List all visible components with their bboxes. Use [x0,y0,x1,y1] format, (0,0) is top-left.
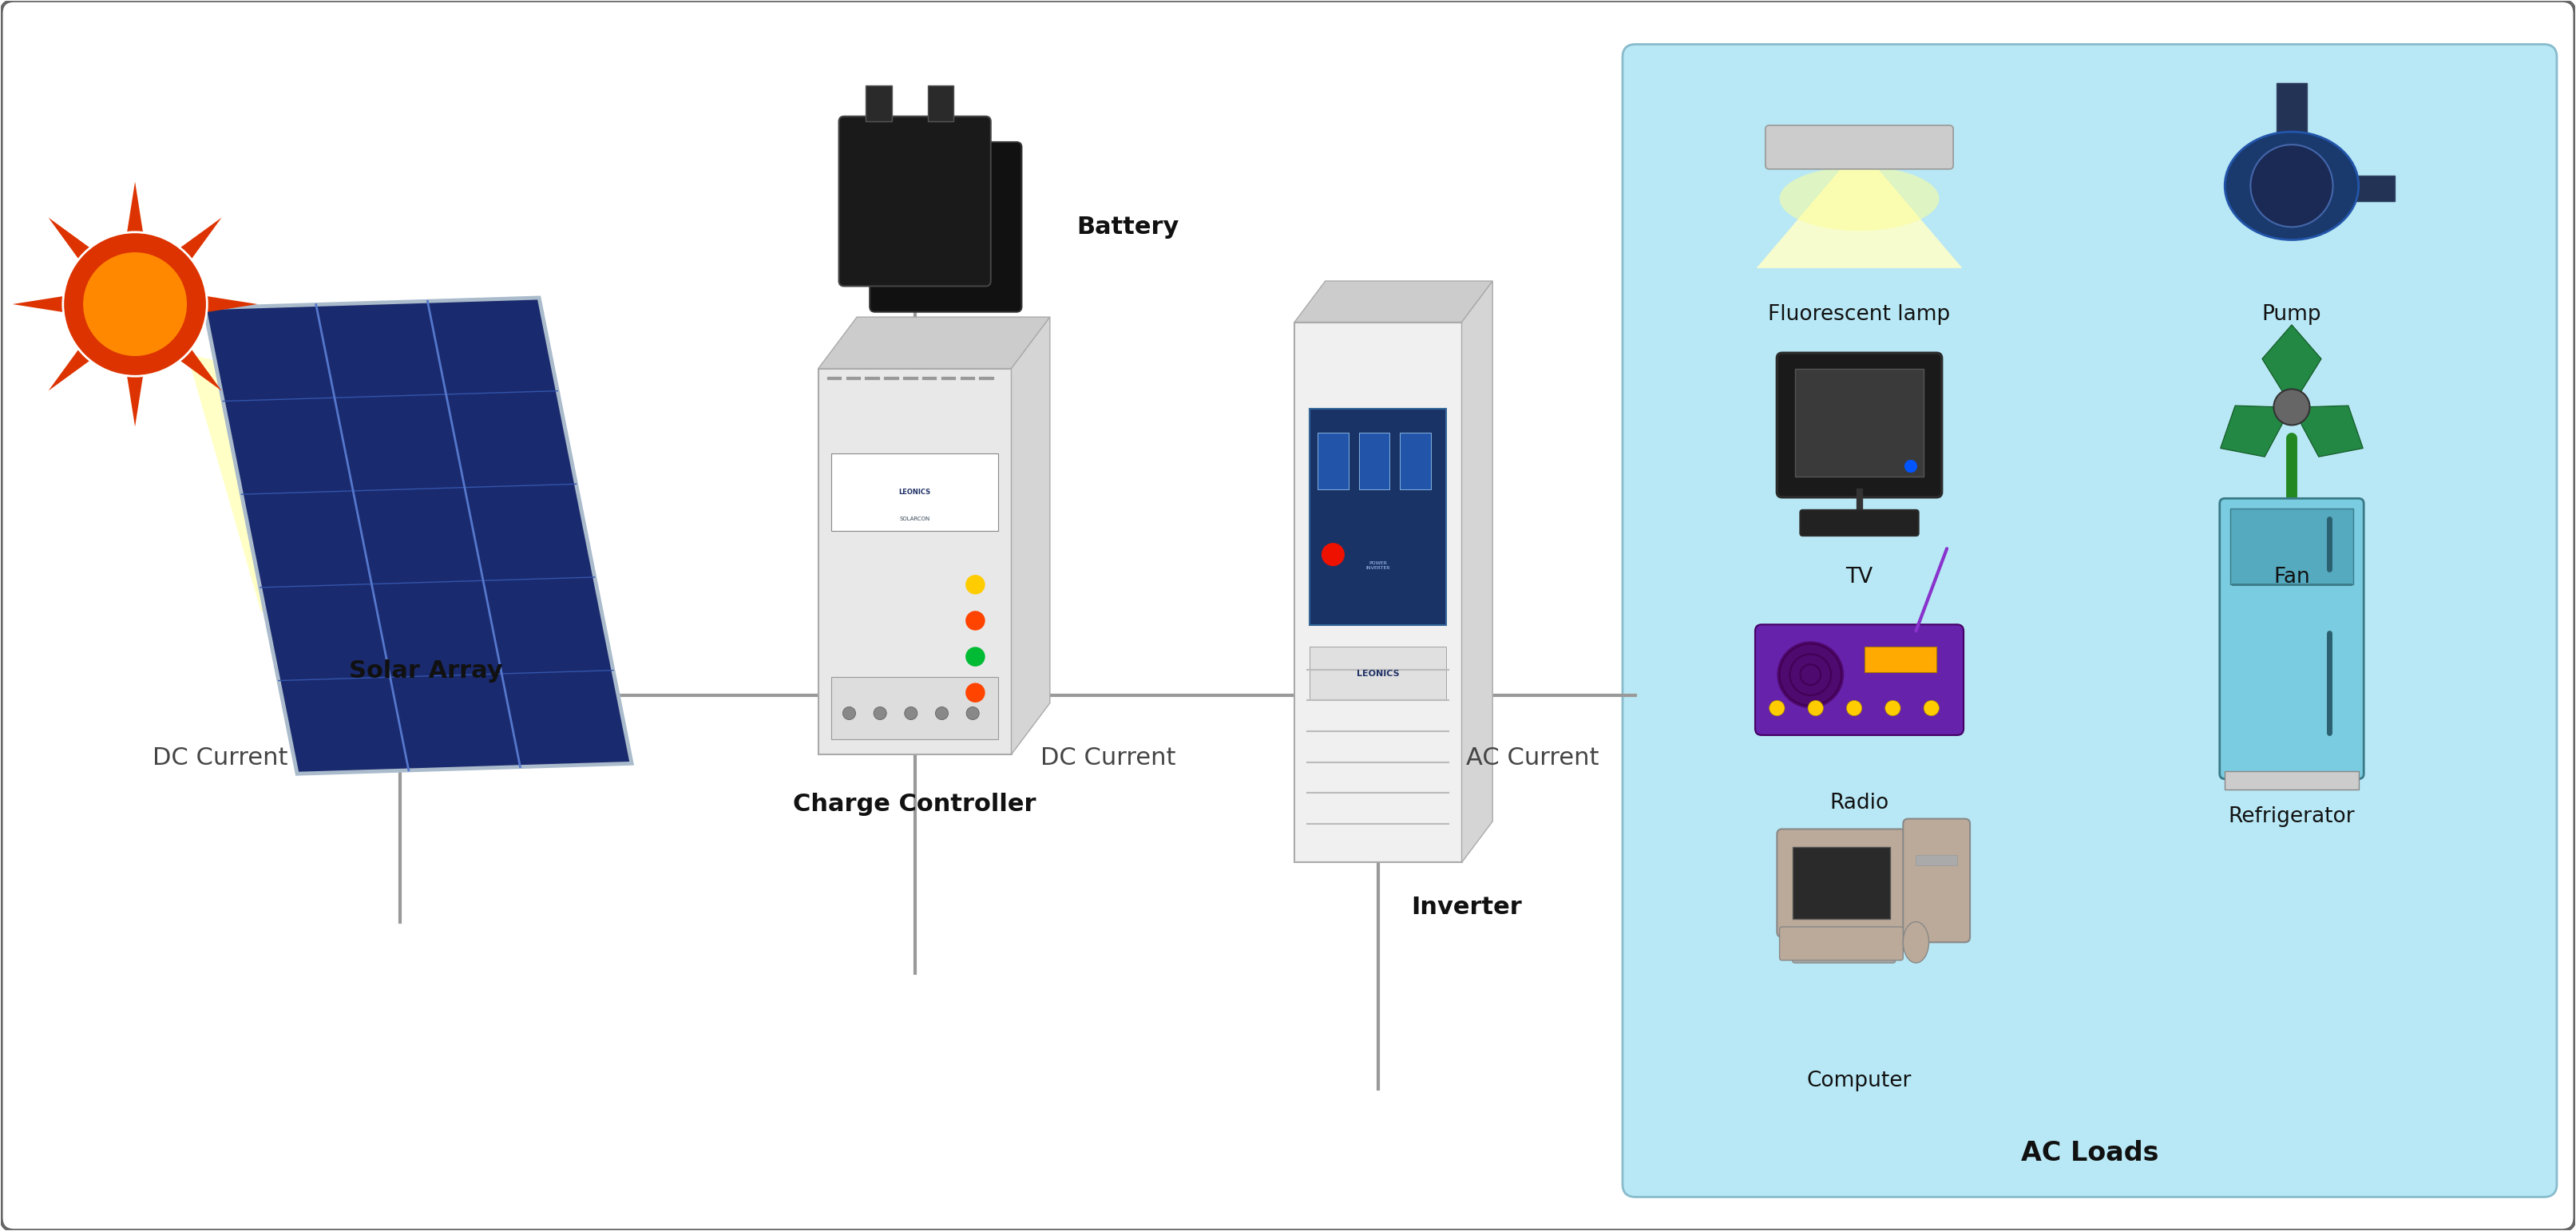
Polygon shape [188,353,448,612]
Polygon shape [49,218,108,277]
Text: DC Current: DC Current [1041,747,1175,769]
FancyBboxPatch shape [1765,126,1953,169]
Polygon shape [2295,405,2362,457]
Polygon shape [204,298,631,774]
Polygon shape [162,332,222,390]
Ellipse shape [1780,166,1940,231]
Polygon shape [124,355,147,427]
Circle shape [1924,700,1940,716]
Circle shape [904,707,917,720]
Circle shape [873,707,886,720]
Text: AC Current: AC Current [1466,747,1600,769]
FancyBboxPatch shape [1793,847,1891,920]
FancyBboxPatch shape [832,677,999,739]
Text: Computer: Computer [1806,1071,1911,1092]
Circle shape [2275,389,2311,425]
FancyBboxPatch shape [1623,44,2558,1197]
Circle shape [1321,543,1345,566]
Text: Inverter: Inverter [1412,896,1522,920]
Polygon shape [124,182,147,254]
Circle shape [1886,700,1901,716]
FancyBboxPatch shape [2226,771,2360,789]
FancyBboxPatch shape [1399,433,1430,490]
Text: LEONICS: LEONICS [1358,670,1399,677]
Circle shape [966,611,984,630]
FancyBboxPatch shape [927,85,953,122]
FancyBboxPatch shape [2233,531,2352,559]
FancyBboxPatch shape [2277,82,2308,139]
Circle shape [966,707,979,720]
Circle shape [1847,700,1862,716]
Circle shape [62,233,206,377]
Circle shape [1808,700,1824,716]
Circle shape [1777,641,1844,708]
Polygon shape [49,332,108,390]
FancyBboxPatch shape [1795,368,1924,476]
Polygon shape [1012,318,1051,755]
FancyBboxPatch shape [1801,510,1919,535]
Circle shape [1770,700,1785,716]
Polygon shape [2221,405,2290,457]
FancyBboxPatch shape [1293,323,1461,863]
Text: Charge Controller: Charge Controller [793,793,1036,816]
Text: LEONICS: LEONICS [899,489,930,496]
FancyBboxPatch shape [1316,433,1347,490]
Text: Fluorescent lamp: Fluorescent lamp [1767,304,1950,325]
Polygon shape [819,318,1051,368]
Polygon shape [2262,325,2321,403]
Text: Fan: Fan [2275,566,2311,587]
Text: Radio: Radio [1829,793,1888,814]
FancyBboxPatch shape [2221,499,2365,779]
Polygon shape [13,293,85,315]
FancyBboxPatch shape [1777,828,1906,937]
FancyBboxPatch shape [1309,646,1445,700]
Polygon shape [162,218,222,277]
Circle shape [966,575,984,595]
FancyBboxPatch shape [1777,353,1942,497]
FancyBboxPatch shape [871,142,1023,311]
FancyBboxPatch shape [1754,624,1963,735]
Text: Pump: Pump [2262,304,2321,325]
FancyBboxPatch shape [1309,409,1445,625]
Ellipse shape [1904,922,1929,963]
Circle shape [842,707,855,720]
FancyBboxPatch shape [866,85,891,122]
Text: Refrigerator: Refrigerator [2228,806,2354,827]
Circle shape [935,707,948,720]
Polygon shape [1293,281,1492,323]
Circle shape [1904,460,1917,473]
Polygon shape [185,293,258,315]
Circle shape [82,252,188,356]
FancyBboxPatch shape [2349,176,2396,201]
Text: Battery: Battery [1077,215,1180,239]
Text: SOLARCON: SOLARCON [899,517,930,522]
Text: DC Current: DC Current [152,747,289,769]
Text: AC Loads: AC Loads [2020,1140,2159,1167]
FancyBboxPatch shape [1917,854,1958,865]
FancyBboxPatch shape [819,368,1012,755]
FancyBboxPatch shape [2231,508,2354,585]
FancyBboxPatch shape [1865,646,1937,672]
Polygon shape [1757,165,1963,268]
Text: Solar Array: Solar Array [348,660,502,682]
Ellipse shape [2226,132,2360,240]
FancyBboxPatch shape [1793,945,1896,963]
FancyBboxPatch shape [1780,927,1904,960]
Circle shape [2251,144,2334,227]
Circle shape [966,683,984,703]
Circle shape [966,648,984,666]
FancyBboxPatch shape [832,453,999,531]
Text: POWER
INVERTER: POWER INVERTER [1365,561,1391,570]
FancyBboxPatch shape [840,117,992,286]
Text: TV: TV [1847,566,1873,587]
Polygon shape [1461,281,1492,863]
FancyBboxPatch shape [1358,433,1388,490]
FancyBboxPatch shape [1904,819,1971,942]
